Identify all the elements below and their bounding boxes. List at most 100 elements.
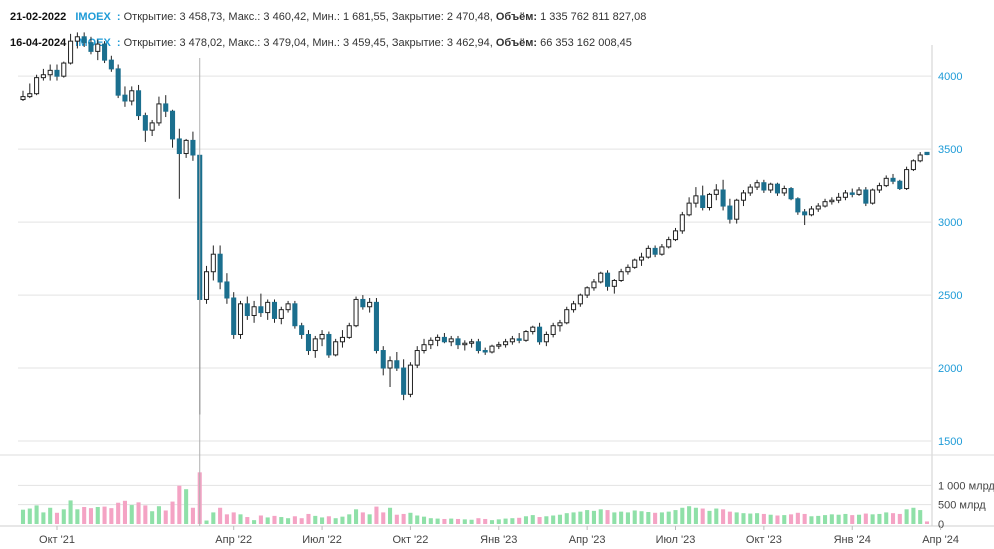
candle[interactable]: [305, 330, 312, 355]
candle[interactable]: [632, 258, 638, 269]
candle[interactable]: [285, 300, 291, 313]
candle[interactable]: [904, 166, 910, 191]
candle[interactable]: [822, 198, 828, 208]
candle[interactable]: [774, 182, 781, 196]
candle[interactable]: [897, 179, 903, 191]
candle[interactable]: [693, 187, 699, 208]
candle[interactable]: [550, 322, 556, 338]
candle[interactable]: [237, 300, 244, 339]
candle[interactable]: [713, 184, 719, 201]
candle[interactable]: [740, 190, 747, 207]
candle[interactable]: [367, 297, 373, 313]
candle[interactable]: [652, 245, 658, 258]
candle[interactable]: [203, 265, 210, 304]
candle[interactable]: [108, 55, 114, 72]
candle[interactable]: [271, 299, 278, 323]
candle[interactable]: [870, 188, 876, 205]
candle[interactable]: [169, 109, 176, 148]
header-ticker[interactable]: IMOEX: [75, 11, 111, 23]
candle[interactable]: [244, 296, 250, 320]
candle[interactable]: [441, 333, 447, 344]
candle[interactable]: [346, 322, 352, 339]
candle[interactable]: [102, 41, 108, 64]
candle[interactable]: [611, 279, 617, 294]
candle[interactable]: [360, 295, 366, 310]
candle[interactable]: [618, 268, 624, 282]
candle[interactable]: [224, 273, 230, 304]
candle[interactable]: [876, 182, 882, 193]
candle[interactable]: [40, 68, 46, 81]
candle[interactable]: [292, 300, 298, 329]
candle[interactable]: [788, 187, 794, 201]
candle[interactable]: [428, 337, 434, 350]
candle[interactable]: [571, 300, 577, 313]
candle[interactable]: [414, 346, 420, 369]
candle[interactable]: [659, 244, 665, 256]
candle[interactable]: [781, 185, 787, 196]
candle[interactable]: [326, 331, 332, 358]
candle[interactable]: [645, 245, 651, 259]
candle[interactable]: [706, 192, 713, 211]
candle[interactable]: [380, 346, 386, 376]
candle[interactable]: [129, 86, 135, 106]
candle[interactable]: [605, 270, 611, 291]
candle[interactable]: [496, 341, 502, 350]
candle[interactable]: [68, 33, 74, 65]
candle[interactable]: [863, 187, 869, 207]
candle[interactable]: [401, 359, 407, 401]
candle[interactable]: [20, 90, 26, 101]
candle[interactable]: [523, 330, 529, 342]
candle[interactable]: [720, 179, 726, 211]
candle[interactable]: [768, 182, 774, 193]
candle[interactable]: [149, 119, 155, 137]
candle[interactable]: [435, 334, 441, 347]
candle[interactable]: [312, 335, 318, 358]
candle[interactable]: [537, 322, 543, 345]
candle[interactable]: [666, 236, 672, 249]
candle[interactable]: [54, 64, 60, 81]
candle[interactable]: [251, 300, 257, 323]
candle[interactable]: [278, 306, 284, 325]
candle[interactable]: [836, 192, 842, 204]
candle[interactable]: [455, 335, 461, 350]
candle[interactable]: [761, 179, 767, 193]
candle[interactable]: [115, 64, 121, 99]
candle[interactable]: [81, 32, 87, 47]
candle[interactable]: [190, 131, 196, 161]
candle[interactable]: [910, 159, 916, 172]
candle[interactable]: [394, 351, 400, 371]
candle[interactable]: [802, 208, 808, 226]
candle[interactable]: [638, 252, 645, 266]
candle[interactable]: [27, 83, 33, 99]
candle[interactable]: [672, 227, 679, 242]
candle[interactable]: [883, 175, 889, 188]
candle[interactable]: [795, 197, 801, 215]
candle[interactable]: [176, 128, 182, 199]
candle[interactable]: [231, 292, 237, 339]
candle[interactable]: [747, 184, 753, 196]
candle[interactable]: [686, 197, 692, 217]
candle[interactable]: [469, 338, 475, 348]
candle[interactable]: [258, 293, 264, 317]
candle[interactable]: [734, 198, 740, 224]
candle[interactable]: [591, 279, 597, 291]
candle[interactable]: [815, 203, 821, 212]
candle[interactable]: [808, 206, 814, 217]
candle[interactable]: [482, 347, 488, 355]
candle[interactable]: [754, 179, 760, 191]
candle[interactable]: [299, 322, 305, 339]
candle[interactable]: [625, 264, 631, 275]
candle[interactable]: [421, 338, 427, 354]
candle[interactable]: [142, 112, 148, 142]
candle[interactable]: [543, 331, 549, 347]
candle[interactable]: [598, 271, 604, 284]
candle[interactable]: [34, 74, 40, 96]
candle[interactable]: [448, 335, 454, 347]
candle[interactable]: [727, 198, 733, 224]
candle[interactable]: [339, 330, 345, 348]
candle[interactable]: [163, 95, 169, 118]
candles[interactable]: [20, 32, 930, 415]
candle[interactable]: [679, 211, 685, 234]
candle[interactable]: [217, 245, 223, 290]
candle[interactable]: [95, 39, 101, 61]
